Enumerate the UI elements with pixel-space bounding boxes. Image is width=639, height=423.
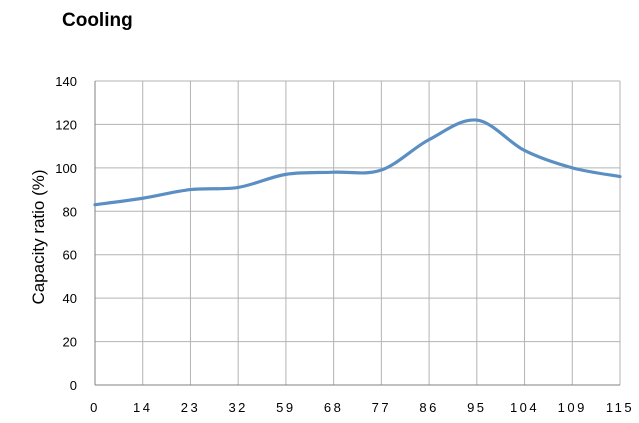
y-tick-labels: 0 20 40 60 80 100 120 140 [55, 74, 77, 393]
x-tick-label: 77 [372, 400, 391, 415]
y-tick-label: 120 [55, 117, 77, 132]
series-layer [93, 118, 622, 207]
x-tick-label: 32 [228, 400, 247, 415]
y-tick-label: 0 [70, 378, 77, 393]
series-line [93, 118, 622, 207]
x-tick-labels: 0 14 23 32 59 68 77 86 95 104 109 115 [90, 400, 634, 415]
x-tick-label: 59 [276, 400, 295, 415]
x-tick-label: 86 [419, 400, 438, 415]
data-point [141, 197, 144, 200]
y-tick-label: 40 [63, 291, 77, 306]
y-tick-label: 20 [63, 335, 77, 350]
data-point [189, 188, 192, 191]
y-tick-label: 100 [55, 161, 77, 176]
data-point [332, 171, 335, 174]
y-axis-title: Capacity ratio (%) [29, 169, 48, 304]
data-point [475, 119, 478, 122]
data-point [428, 138, 431, 141]
grid-layer [94, 80, 621, 386]
x-tick-label: 95 [467, 400, 486, 415]
data-point [571, 166, 574, 169]
x-tick-label: 14 [133, 400, 152, 415]
data-point [380, 169, 383, 172]
data-point [523, 149, 526, 152]
data-point [619, 175, 622, 178]
x-tick-label: 104 [510, 400, 539, 415]
y-tick-label: 80 [63, 204, 77, 219]
x-tick-label: 23 [181, 400, 200, 415]
data-point [237, 186, 240, 189]
x-tick-label: 0 [90, 400, 100, 415]
x-tick-label: 109 [558, 400, 587, 415]
x-tick-label: 115 [606, 400, 634, 415]
y-tick-label: 140 [55, 74, 77, 89]
y-tick-label: 60 [63, 248, 77, 263]
data-point [284, 173, 287, 176]
x-tick-label: 68 [324, 400, 343, 415]
data-point [94, 203, 97, 206]
chart-title: Cooling [62, 10, 133, 31]
